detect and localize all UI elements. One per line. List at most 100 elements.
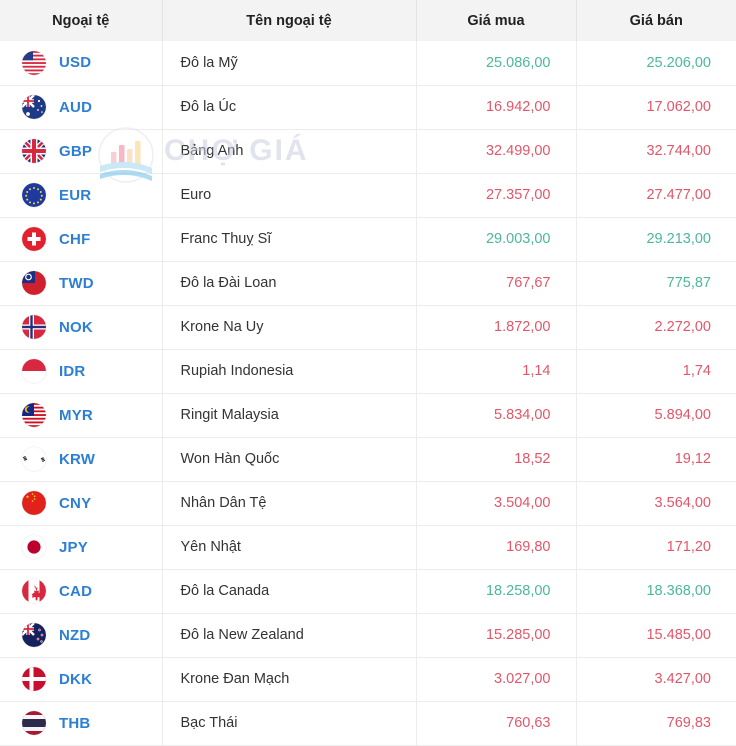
flag-icon-dk [22, 667, 46, 691]
sell-price-cell: 18.368,00 [576, 569, 736, 614]
flag-icon-au [22, 95, 46, 119]
currency-name-cell: Ringit Malaysia [162, 393, 417, 438]
currency-code: CNY [59, 494, 92, 512]
currency-code: NZD [59, 626, 91, 644]
table-body: USD Đô la Mỹ 25.086,00 25.206,00 AUD Đô la Úc… [0, 41, 736, 746]
sell-price-cell: 3.564,00 [576, 481, 736, 526]
currency-code: KRW [59, 450, 96, 468]
buy-price-cell: 760,63 [416, 701, 577, 746]
currency-code-cell: JPY [0, 525, 163, 570]
currency-code-cell: AUD [0, 85, 163, 130]
sell-price-cell: 775,87 [576, 261, 736, 306]
table-row[interactable]: GBP Bảng Anh 32.499,00 32.744,00 [0, 129, 736, 174]
currency-name-cell: Đô la Mỹ [162, 41, 417, 86]
table-row[interactable]: DKK Krone Đan Mạch 3.027,00 3.427,00 [0, 657, 736, 702]
currency-name-cell: Euro [162, 173, 417, 218]
table-row[interactable]: EUR Euro 27.357,00 27.477,00 [0, 173, 736, 218]
table-row[interactable]: NOK Krone Na Uy 1.872,00 2.272,00 [0, 305, 736, 350]
buy-price-cell: 767,67 [416, 261, 577, 306]
buy-price-cell: 18,52 [416, 437, 577, 482]
currency-code: NOK [59, 318, 93, 336]
currency-code: IDR [59, 362, 86, 380]
buy-price-cell: 32.499,00 [416, 129, 577, 174]
currency-code-cell: DKK [0, 657, 163, 702]
currency-name-cell: Đô la Đài Loan [162, 261, 417, 306]
column-header-currency-name: Tên ngoại tệ [162, 0, 417, 41]
table-row[interactable]: MYR Ringit Malaysia 5.834,00 5.894,00 [0, 393, 736, 438]
table-row[interactable]: CNY Nhân Dân Tệ 3.504,00 3.564,00 [0, 481, 736, 526]
flag-icon-us [22, 50, 46, 75]
flag-icon-ch [22, 227, 46, 251]
sell-price-cell: 769,83 [576, 701, 736, 746]
flag-icon-kr [22, 447, 46, 471]
flag-icon-no [22, 315, 46, 339]
sell-price-cell: 5.894,00 [576, 393, 736, 438]
currency-code-cell: CAD [0, 569, 163, 614]
sell-price-cell: 25.206,00 [576, 41, 736, 86]
flag-icon-ca [22, 579, 46, 603]
flag-icon-cn [22, 491, 46, 515]
header-row: Ngoại tệ Tên ngoại tệ Giá mua Giá bán [0, 0, 736, 41]
table-row[interactable]: TWD Đô la Đài Loan 767,67 775,87 [0, 261, 736, 306]
currency-name-cell: Đô la Canada [162, 569, 417, 614]
flag-icon-eu [22, 183, 46, 207]
buy-price-cell: 1,14 [416, 349, 577, 394]
table-header: Ngoại tệ Tên ngoại tệ Giá mua Giá bán [0, 0, 736, 41]
sell-price-cell: 29.213,00 [576, 217, 736, 262]
table-row[interactable]: USD Đô la Mỹ 25.086,00 25.206,00 [0, 41, 736, 86]
table-row[interactable]: CHF Franc Thuỵ Sĩ 29.003,00 29.213,00 [0, 217, 736, 262]
currency-code: GBP [59, 142, 93, 160]
currency-code-cell: THB [0, 701, 163, 746]
sell-price-cell: 27.477,00 [576, 173, 736, 218]
currency-code: CHF [59, 230, 91, 248]
currency-code-cell: KRW [0, 437, 163, 482]
currency-code: JPY [59, 538, 88, 556]
currency-code: THB [59, 714, 91, 732]
table-row[interactable]: JPY Yên Nhật 169,80 171,20 [0, 525, 736, 570]
flag-icon-my [22, 403, 46, 427]
currency-code-cell: CHF [0, 217, 163, 262]
buy-price-cell: 18.258,00 [416, 569, 577, 614]
table-row[interactable]: KRW Won Hàn Quốc 18,52 19,12 [0, 437, 736, 482]
sell-price-cell: 15.485,00 [576, 613, 736, 658]
currency-name-cell: Đô la New Zealand [162, 613, 417, 658]
currency-name-cell: Krone Na Uy [162, 305, 417, 350]
currency-code: EUR [59, 186, 92, 204]
table-row[interactable]: CAD Đô la Canada 18.258,00 18.368,00 [0, 569, 736, 614]
currency-name-cell: Won Hàn Quốc [162, 437, 417, 482]
column-header-currency: Ngoại tệ [0, 0, 163, 41]
currency-code-cell: GBP [0, 129, 163, 174]
buy-price-cell: 29.003,00 [416, 217, 577, 262]
column-header-buy-price: Giá mua [416, 0, 577, 41]
buy-price-cell: 169,80 [416, 525, 577, 570]
currency-name-cell: Yên Nhật [162, 525, 417, 570]
table-row[interactable]: IDR Rupiah Indonesia 1,14 1,74 [0, 349, 736, 394]
currency-code: MYR [59, 406, 93, 424]
currency-name-cell: Rupiah Indonesia [162, 349, 417, 394]
buy-price-cell: 16.942,00 [416, 85, 577, 130]
sell-price-cell: 1,74 [576, 349, 736, 394]
currency-name-cell: Bạc Thái [162, 701, 417, 746]
buy-price-cell: 3.027,00 [416, 657, 577, 702]
currency-name-cell: Krone Đan Mạch [162, 657, 417, 702]
table-row[interactable]: THB Bạc Thái 760,63 769,83 [0, 701, 736, 746]
table-row[interactable]: NZD Đô la New Zealand 15.285,00 15.485,00 [0, 613, 736, 658]
flag-icon-th [22, 711, 46, 735]
currency-code-cell: MYR [0, 393, 163, 438]
currency-code: TWD [59, 274, 94, 292]
sell-price-cell: 19,12 [576, 437, 736, 482]
currency-code: USD [59, 54, 92, 72]
buy-price-cell: 27.357,00 [416, 173, 577, 218]
flag-icon-jp [22, 535, 46, 559]
sell-price-cell: 2.272,00 [576, 305, 736, 350]
currency-code-cell: USD [0, 41, 163, 86]
currency-name-cell: Đô la Úc [162, 85, 417, 130]
table-row[interactable]: AUD Đô la Úc 16.942,00 17.062,00 [0, 85, 736, 130]
sell-price-cell: 32.744,00 [576, 129, 736, 174]
currency-name-cell: Nhân Dân Tệ [162, 481, 417, 526]
currency-code: CAD [59, 582, 93, 600]
flag-icon-tw [22, 271, 46, 295]
column-header-sell-price: Giá bán [576, 0, 736, 41]
currency-code-cell: IDR [0, 349, 163, 394]
